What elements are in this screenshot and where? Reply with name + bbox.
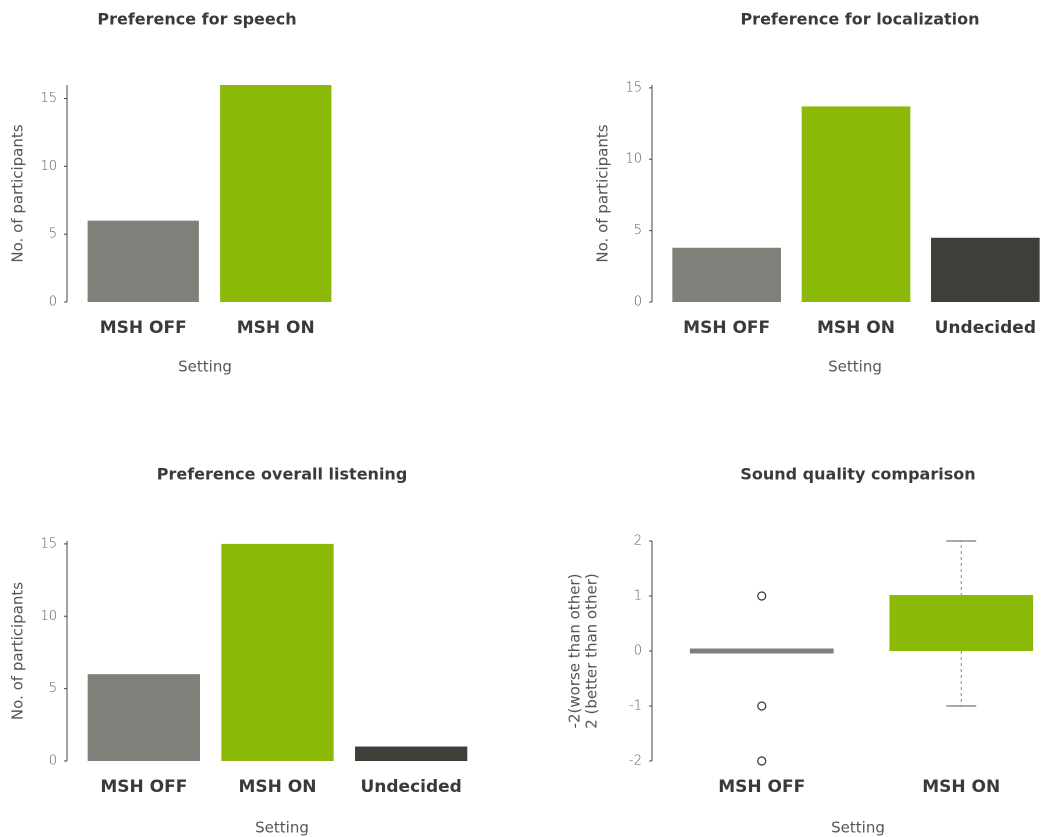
chart-title: Preference overall listening xyxy=(157,465,408,484)
x-tick-label: Undecided xyxy=(935,318,1036,338)
x-tick-label: MSH ON xyxy=(817,318,895,338)
y-axis-label: 2 (better than other) xyxy=(583,573,601,729)
x-tick-label: MSH OFF xyxy=(100,777,187,797)
y-tick-label: -2 xyxy=(629,754,642,769)
x-tick-label: MSH OFF xyxy=(100,318,187,338)
y-tick-label: 10 xyxy=(40,609,57,624)
box xyxy=(889,596,1034,651)
bar xyxy=(672,247,781,302)
y-tick-label: 1 xyxy=(634,589,642,604)
bar xyxy=(87,220,199,302)
x-axis-label: Setting xyxy=(178,358,232,376)
x-axis-label: Setting xyxy=(255,819,309,837)
y-axis-label: No. of participants xyxy=(9,582,27,720)
x-axis-label: Setting xyxy=(831,819,885,837)
bar xyxy=(221,543,334,761)
x-tick-label: MSH OFF xyxy=(683,318,770,338)
x-tick-label: MSH ON xyxy=(239,777,317,797)
y-tick-label: 2 xyxy=(634,534,642,549)
y-axis-label: No. of participants xyxy=(594,124,612,262)
y-axis-label: -2(worse than other) xyxy=(566,574,584,729)
y-tick-label: 15 xyxy=(40,536,57,551)
y-tick-label: 0 xyxy=(634,295,642,310)
y-tick-label: 0 xyxy=(634,644,642,659)
outlier xyxy=(757,591,767,601)
y-tick-label: 15 xyxy=(625,80,642,95)
y-tick-label: -1 xyxy=(629,699,642,714)
outlier xyxy=(757,701,767,711)
y-tick-label: 10 xyxy=(40,159,57,174)
y-tick-label: 10 xyxy=(625,152,642,167)
bar xyxy=(355,746,468,761)
y-tick-label: 5 xyxy=(49,227,57,242)
y-tick-label: 0 xyxy=(49,754,57,769)
outlier xyxy=(757,756,767,766)
bar xyxy=(220,85,332,302)
x-tick-label: MSH ON xyxy=(237,318,315,338)
x-tick-label: MSH ON xyxy=(922,777,1000,797)
y-tick-label: 5 xyxy=(49,681,57,696)
y-tick-label: 15 xyxy=(40,91,57,106)
x-tick-label: MSH OFF xyxy=(718,777,805,797)
bar xyxy=(87,674,200,761)
bar xyxy=(801,106,911,302)
y-tick-label: 0 xyxy=(49,295,57,310)
chart-title: Preference for speech xyxy=(97,10,296,29)
chart-title: Preference for localization xyxy=(740,10,979,29)
y-tick-label: 5 xyxy=(634,223,642,238)
chart-title: Sound quality comparison xyxy=(740,465,975,484)
x-tick-label: Undecided xyxy=(360,777,461,797)
y-axis-label: No. of participants xyxy=(9,124,27,262)
bar xyxy=(931,237,1040,302)
x-axis-label: Setting xyxy=(828,358,882,376)
